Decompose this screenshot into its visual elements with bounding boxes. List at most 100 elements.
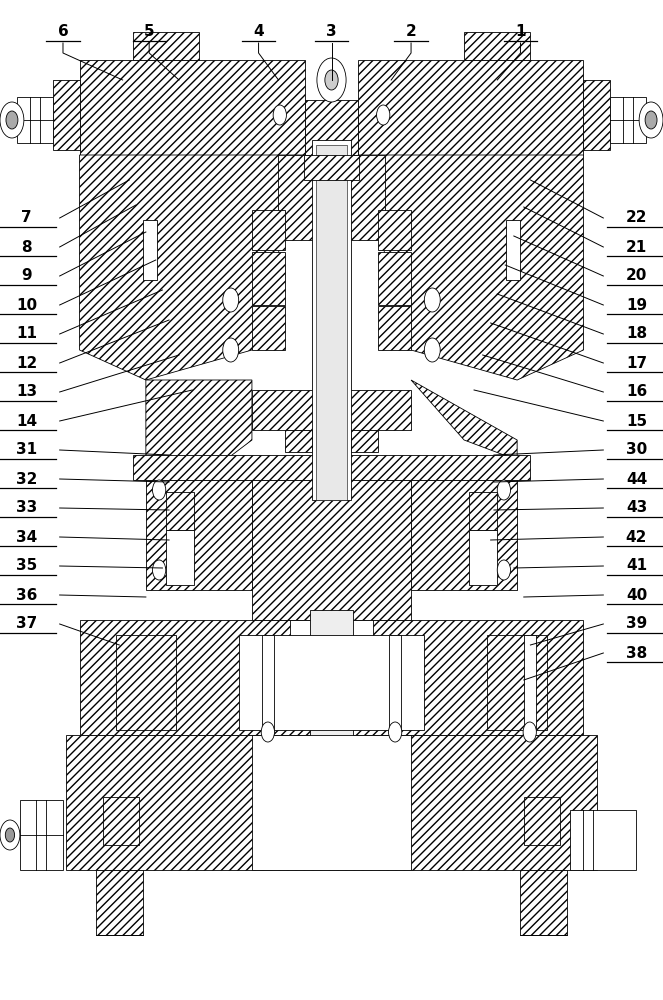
Text: 34: 34 xyxy=(16,530,37,544)
Polygon shape xyxy=(583,80,610,150)
Text: 37: 37 xyxy=(16,616,37,632)
Polygon shape xyxy=(146,480,252,590)
Text: 40: 40 xyxy=(626,587,647,602)
Text: 5: 5 xyxy=(144,24,154,39)
Circle shape xyxy=(389,722,402,742)
Text: 2: 2 xyxy=(406,24,416,39)
Bar xyxy=(316,145,347,500)
Circle shape xyxy=(5,828,15,842)
Bar xyxy=(524,797,560,845)
Text: 33: 33 xyxy=(16,500,37,516)
Text: 21: 21 xyxy=(626,239,647,254)
Bar xyxy=(285,430,312,452)
Text: 19: 19 xyxy=(626,298,647,312)
Polygon shape xyxy=(53,80,80,150)
Text: 11: 11 xyxy=(16,326,37,342)
Polygon shape xyxy=(411,480,517,590)
Circle shape xyxy=(497,480,511,500)
Bar xyxy=(290,620,373,710)
Bar xyxy=(506,220,520,280)
Bar xyxy=(166,492,194,530)
Text: 9: 9 xyxy=(21,268,32,284)
Text: 20: 20 xyxy=(626,268,647,284)
Circle shape xyxy=(261,722,274,742)
Text: 32: 32 xyxy=(16,472,37,487)
Polygon shape xyxy=(378,210,411,250)
Polygon shape xyxy=(133,455,530,480)
Polygon shape xyxy=(80,155,305,380)
Polygon shape xyxy=(252,390,411,430)
Bar xyxy=(312,140,351,500)
Bar xyxy=(570,810,636,870)
Text: 14: 14 xyxy=(16,414,37,428)
Bar xyxy=(610,97,646,143)
Text: 12: 12 xyxy=(16,356,37,370)
Bar xyxy=(262,635,274,730)
Bar xyxy=(133,32,199,60)
Circle shape xyxy=(0,820,20,850)
Text: 30: 30 xyxy=(626,442,647,458)
Text: 18: 18 xyxy=(626,326,647,342)
Circle shape xyxy=(377,105,390,125)
Bar xyxy=(524,635,536,730)
Circle shape xyxy=(317,58,346,102)
Text: 1: 1 xyxy=(515,24,526,39)
Text: 22: 22 xyxy=(626,211,647,226)
Bar xyxy=(469,492,497,530)
Circle shape xyxy=(273,105,286,125)
Polygon shape xyxy=(80,620,583,735)
Text: 39: 39 xyxy=(626,616,647,632)
Polygon shape xyxy=(411,380,517,460)
Circle shape xyxy=(0,102,24,138)
Polygon shape xyxy=(146,380,252,480)
Text: 13: 13 xyxy=(16,384,37,399)
Text: 4: 4 xyxy=(253,24,264,39)
Bar xyxy=(464,32,530,60)
Text: 8: 8 xyxy=(21,239,32,254)
Polygon shape xyxy=(305,100,358,155)
Text: 44: 44 xyxy=(626,472,647,487)
Text: 35: 35 xyxy=(16,558,37,574)
Text: 6: 6 xyxy=(58,24,68,39)
Polygon shape xyxy=(278,155,385,240)
Polygon shape xyxy=(378,252,411,305)
Polygon shape xyxy=(252,252,285,305)
Bar xyxy=(17,97,53,143)
Bar xyxy=(143,220,157,280)
Text: 42: 42 xyxy=(626,530,647,544)
Circle shape xyxy=(523,722,536,742)
Bar xyxy=(96,870,143,935)
Polygon shape xyxy=(358,155,583,380)
Text: 15: 15 xyxy=(626,414,647,428)
Circle shape xyxy=(152,480,166,500)
Circle shape xyxy=(639,102,663,138)
Circle shape xyxy=(223,338,239,362)
Circle shape xyxy=(6,111,18,129)
Text: 17: 17 xyxy=(626,356,647,370)
Polygon shape xyxy=(252,306,285,350)
Text: 31: 31 xyxy=(16,442,37,458)
Text: 36: 36 xyxy=(16,587,37,602)
Circle shape xyxy=(497,560,511,580)
Polygon shape xyxy=(358,60,583,155)
Bar xyxy=(103,797,139,845)
Bar xyxy=(520,870,567,935)
Circle shape xyxy=(424,338,440,362)
Bar xyxy=(116,635,176,730)
Text: 43: 43 xyxy=(626,500,647,516)
Text: 7: 7 xyxy=(21,211,32,226)
Polygon shape xyxy=(378,306,411,350)
Polygon shape xyxy=(66,735,597,870)
Circle shape xyxy=(325,70,338,90)
Bar xyxy=(469,530,497,585)
Bar xyxy=(487,635,547,730)
Bar xyxy=(310,610,353,800)
Bar xyxy=(304,155,359,180)
Bar xyxy=(389,635,401,730)
Text: 38: 38 xyxy=(626,646,647,660)
Circle shape xyxy=(223,288,239,312)
Text: 41: 41 xyxy=(626,558,647,574)
Circle shape xyxy=(424,288,440,312)
Bar xyxy=(252,735,411,870)
Bar xyxy=(166,530,194,585)
